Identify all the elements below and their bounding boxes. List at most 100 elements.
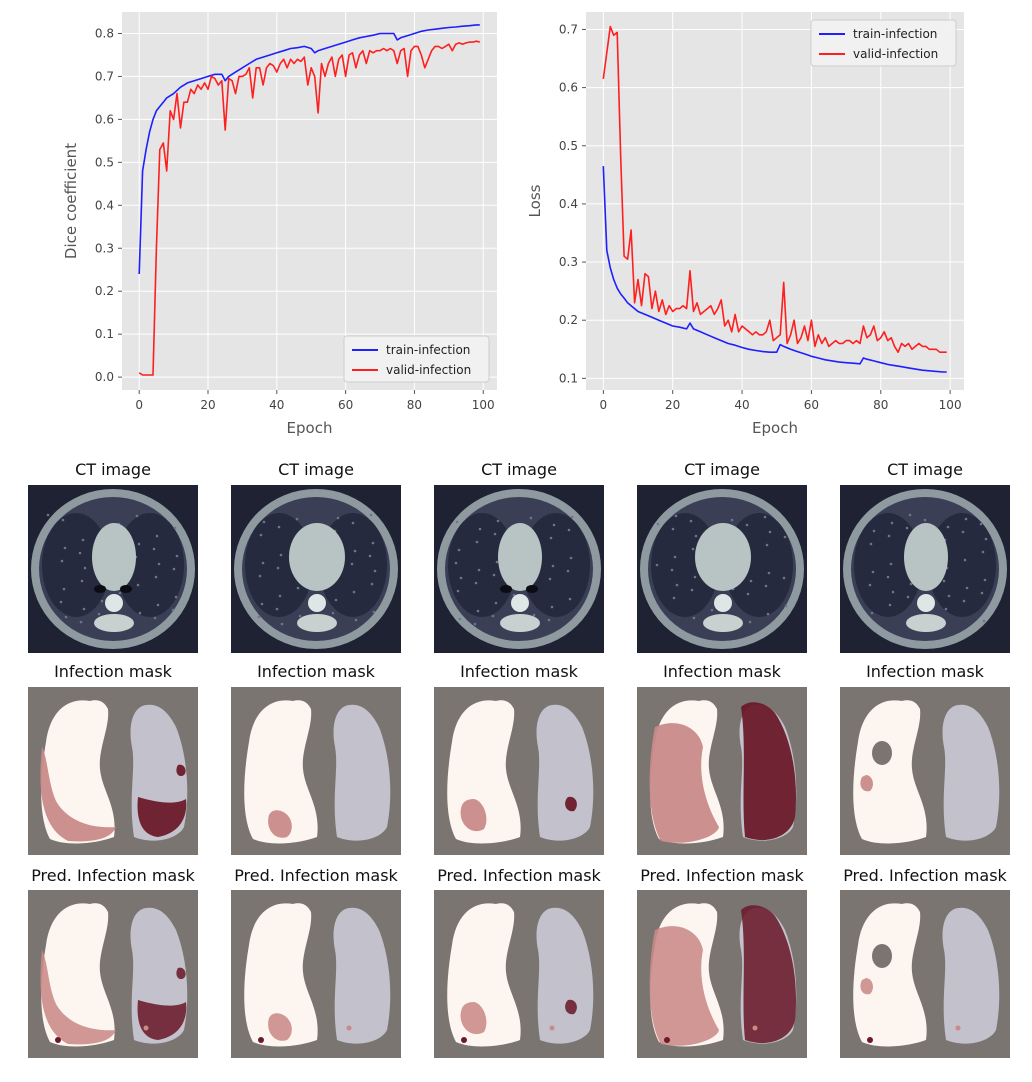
spine bbox=[511, 594, 529, 612]
lung-vessel bbox=[547, 618, 551, 622]
lung-vessel bbox=[550, 605, 554, 609]
mask-image bbox=[231, 687, 401, 855]
infection-region-light bbox=[40, 747, 116, 842]
lung-vessel bbox=[171, 608, 175, 612]
lung-vessel bbox=[81, 538, 85, 542]
y-tick-label: 0.4 bbox=[95, 198, 114, 212]
lung-vessel bbox=[82, 607, 86, 611]
lung-vessel bbox=[172, 567, 176, 571]
lung-vessel bbox=[888, 603, 892, 607]
lung-vessel bbox=[749, 579, 753, 583]
lung-vessel bbox=[965, 586, 969, 590]
ct-image bbox=[434, 485, 604, 653]
panel-title: Pred. Infection mask bbox=[640, 866, 804, 885]
lung-vessel bbox=[331, 611, 335, 615]
x-tick-label: 40 bbox=[734, 398, 749, 412]
heart bbox=[904, 523, 948, 591]
lung-vessel bbox=[767, 571, 771, 575]
lung-vessel bbox=[473, 622, 477, 626]
left-lung bbox=[244, 700, 318, 844]
lung-vessel bbox=[551, 564, 555, 568]
lung-field-left bbox=[854, 513, 922, 617]
series-line-valid-infection bbox=[602, 25, 947, 354]
y-tick-label: 0.8 bbox=[95, 26, 114, 40]
lung-vessel bbox=[277, 525, 281, 529]
mask-image bbox=[28, 687, 198, 855]
lung-vessel bbox=[258, 574, 262, 578]
lung-vessel bbox=[570, 515, 574, 519]
right-lung bbox=[333, 907, 391, 1044]
y-tick-label: 0.5 bbox=[95, 155, 114, 169]
x-tick-label: 100 bbox=[939, 398, 962, 412]
lung-vessel bbox=[693, 575, 697, 579]
lung-vessel bbox=[869, 542, 873, 546]
lung-vessel bbox=[552, 523, 556, 527]
legend-label: valid-infection bbox=[386, 363, 471, 377]
pred-speckle bbox=[752, 1025, 758, 1031]
spine bbox=[105, 594, 123, 612]
lung-vessel bbox=[455, 520, 459, 524]
lung-vessel bbox=[868, 583, 872, 587]
lung-vessel bbox=[454, 561, 458, 565]
lung-vessel bbox=[298, 614, 302, 618]
vertebra bbox=[703, 614, 743, 632]
lung-vessel bbox=[962, 599, 966, 603]
lung-vessel bbox=[782, 576, 786, 580]
lung-vessel bbox=[261, 561, 265, 565]
lung-vessel bbox=[690, 588, 694, 592]
lung-vessel bbox=[748, 620, 752, 624]
lung-vessel bbox=[336, 516, 340, 520]
x-axis-label: Epoch bbox=[287, 419, 333, 437]
pred-speckle bbox=[143, 1025, 149, 1031]
lung-vessel bbox=[368, 554, 372, 558]
lung-vessel bbox=[944, 607, 948, 611]
lung-vessel bbox=[671, 527, 675, 531]
spine bbox=[308, 594, 326, 612]
infection-region-dark bbox=[565, 796, 577, 812]
lung-vessel bbox=[260, 602, 264, 606]
x-tick-label: 60 bbox=[804, 398, 819, 412]
vertebra bbox=[297, 614, 337, 632]
panel-title: Infection mask bbox=[54, 662, 172, 681]
lung-vessel bbox=[371, 541, 375, 545]
lung-field-left bbox=[42, 513, 110, 617]
lung-vessel bbox=[908, 513, 912, 517]
ct-image bbox=[28, 485, 198, 653]
lung-vessel bbox=[475, 540, 479, 544]
lung-vessel bbox=[909, 582, 913, 586]
panel-title: Pred. Infection mask bbox=[437, 866, 601, 885]
y-tick-label: 0.1 bbox=[559, 371, 578, 385]
lung-vessel bbox=[494, 601, 498, 605]
y-tick-label: 0.3 bbox=[95, 241, 114, 255]
lung-vessel bbox=[155, 534, 159, 538]
y-tick-label: 0.2 bbox=[559, 313, 578, 327]
infection-region-light bbox=[649, 926, 719, 1046]
heart bbox=[289, 523, 345, 591]
lung-vessel bbox=[692, 616, 696, 620]
lung-vessel bbox=[276, 566, 280, 570]
lung-vessel bbox=[946, 525, 950, 529]
lung-vessel bbox=[495, 560, 499, 564]
heart bbox=[498, 523, 542, 591]
loss-chart: 0 20 40 60 80 100 0.1 0.2 0.3 0.4 0.5 0.6 0.7 Epoch Lo… bbox=[526, 12, 964, 437]
panel-title: CT image bbox=[887, 460, 963, 479]
lung-vessel bbox=[674, 514, 678, 518]
y-tick-label: 0.7 bbox=[95, 69, 114, 83]
infection-region-dark bbox=[137, 1000, 187, 1040]
dice-coefficient-chart: 0 20 40 60 80 100 0.0 0.1 0.2 0.3 0.4 0.5 0.6 0.7 0.8 E… bbox=[62, 12, 497, 437]
lung-vessel bbox=[567, 528, 571, 532]
x-tick-label: 80 bbox=[407, 398, 422, 412]
y-axis-label: Loss bbox=[526, 184, 544, 217]
lung-vessel bbox=[278, 594, 282, 598]
lung-vessel bbox=[64, 615, 68, 619]
lung-vessel bbox=[493, 532, 497, 536]
lung-vessel bbox=[279, 553, 283, 557]
panel-title: Infection mask bbox=[460, 662, 578, 681]
lung-vessel bbox=[59, 600, 63, 604]
lung-vessel bbox=[947, 594, 951, 598]
panel-title: CT image bbox=[481, 460, 557, 479]
lung-vessel bbox=[60, 559, 64, 563]
pred-speckle bbox=[55, 1037, 61, 1043]
ct-image bbox=[231, 485, 401, 653]
y-tick-label: 0.3 bbox=[559, 255, 578, 269]
